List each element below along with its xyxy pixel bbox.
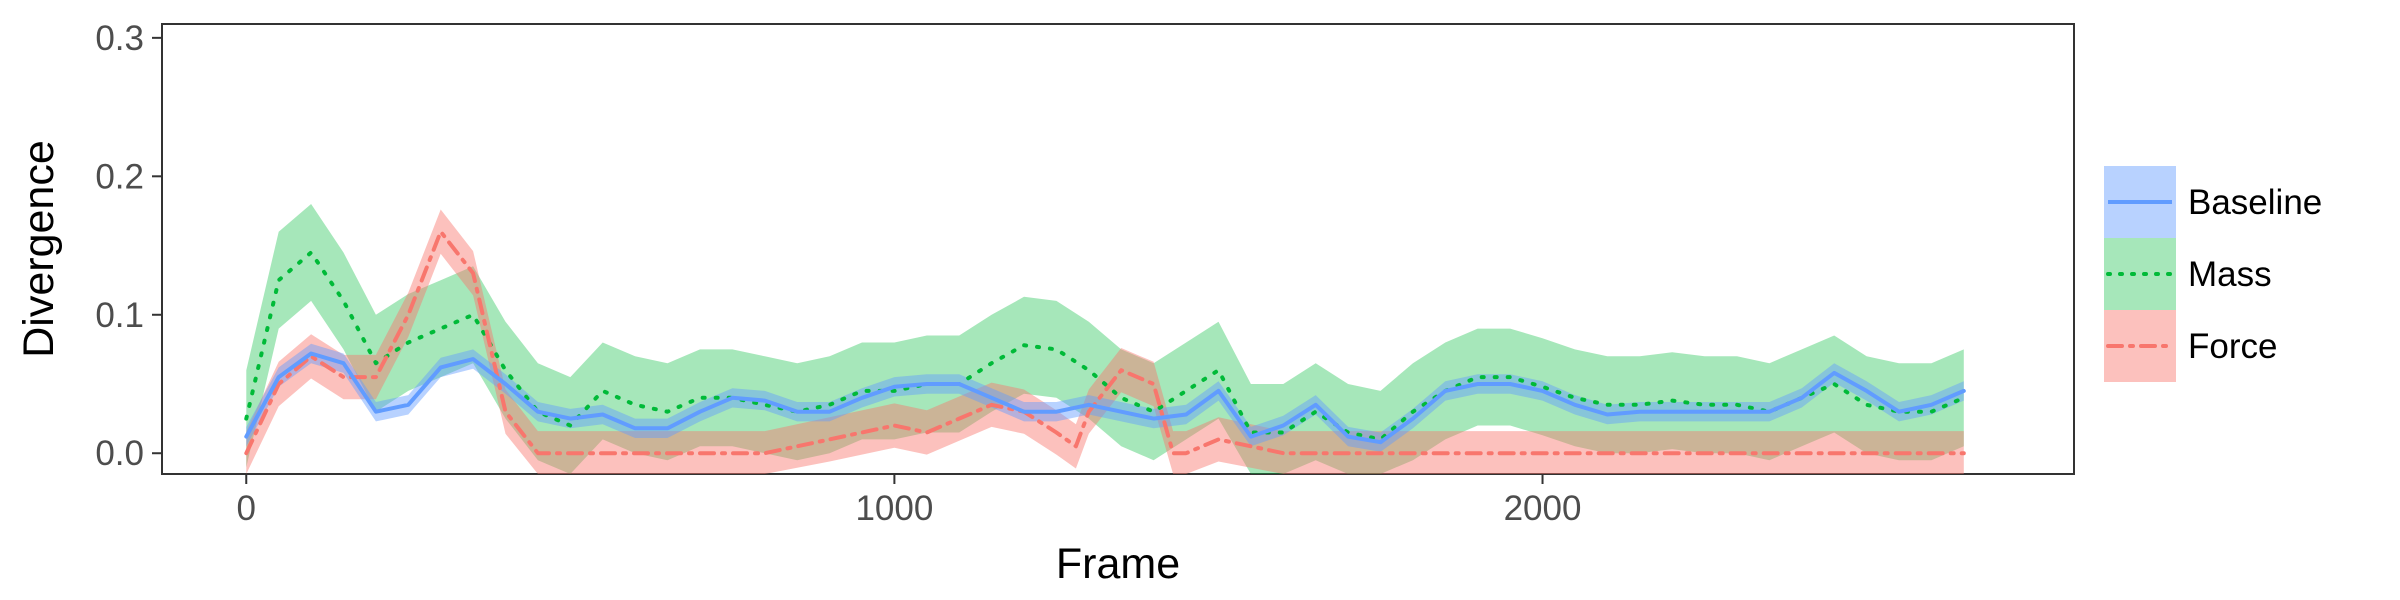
x-tick-label: 0 <box>237 489 256 528</box>
x-axis-title: Frame <box>1056 540 1180 588</box>
legend-label-baseline: Baseline <box>2188 183 2322 222</box>
band-force <box>246 209 1964 474</box>
legend: Baseline Mass Force <box>2104 166 2322 382</box>
legend-key-mass <box>2104 238 2176 310</box>
band-mass <box>246 204 1964 474</box>
x-tick-label: 1000 <box>855 489 933 528</box>
legend-item-baseline: Baseline <box>2104 166 2322 238</box>
legend-item-force: Force <box>2104 310 2277 382</box>
line-baseline <box>244 351 1966 445</box>
x-axis: 0 1000 2000 <box>237 474 1582 528</box>
y-tick-label: 0.0 <box>95 434 144 473</box>
legend-label-force: Force <box>2188 327 2277 366</box>
plot-panel <box>161 23 2075 475</box>
line-mass <box>244 250 1966 442</box>
y-axis: 0.0 0.1 0.2 0.3 <box>95 19 162 473</box>
series-lines <box>244 229 1966 456</box>
y-tick-label: 0.1 <box>95 296 144 335</box>
legend-label-mass: Mass <box>2188 255 2272 294</box>
x-tick-label: 2000 <box>1504 489 1582 528</box>
y-axis-title: Divergence <box>15 140 63 358</box>
line-force <box>244 229 1966 456</box>
legend-item-mass: Mass <box>2104 238 2272 310</box>
y-tick-label: 0.3 <box>95 19 144 58</box>
y-tick-label: 0.2 <box>95 157 144 196</box>
